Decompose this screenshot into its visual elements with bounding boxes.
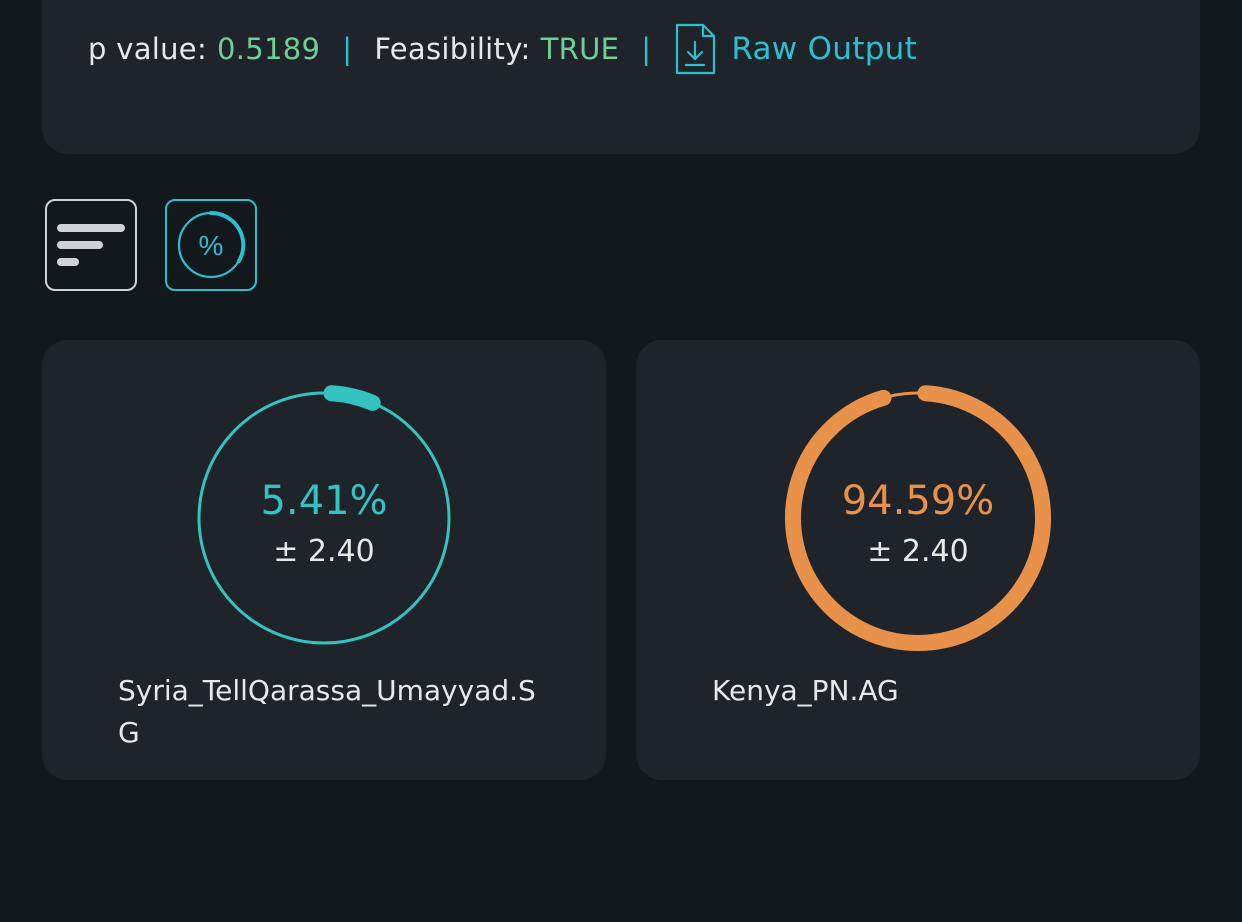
feasibility-value: TRUE — [540, 32, 620, 66]
percent-ring — [785, 385, 1051, 651]
ring-arc — [323, 385, 381, 411]
feasibility-label: Feasibility: — [374, 32, 531, 66]
percent-view-toggle[interactable]: % — [165, 199, 257, 291]
summary-panel — [42, 0, 1200, 154]
bars-icon — [57, 224, 125, 266]
uncertainty-value: ± 2.40 — [273, 534, 375, 569]
percent-value: 94.59% — [841, 478, 995, 524]
result-card: 5.41% ± 2.40 Syria_TellQarassa_Umayyad.S… — [42, 340, 606, 780]
file-download-icon — [676, 23, 716, 75]
percent-ring — [197, 385, 451, 645]
bar-view-toggle[interactable] — [45, 199, 137, 291]
p-value: 0.5189 — [217, 32, 321, 66]
population-label: Syria_TellQarassa_Umayyad.SG — [118, 674, 536, 749]
percent-ring-icon: % — [177, 210, 246, 279]
uncertainty-value: ± 2.40 — [867, 534, 969, 569]
separator: | — [641, 32, 652, 66]
stats-line: p value: 0.5189 | Feasibility: TRUE | Ra… — [88, 22, 917, 76]
separator: | — [342, 32, 353, 66]
ring-arc — [785, 385, 1051, 651]
result-card: 94.59% ± 2.40 Kenya_PN.AG — [636, 340, 1200, 780]
raw-output-link[interactable]: Raw Output — [673, 22, 917, 76]
p-value-label: p value: — [88, 32, 208, 66]
population-label: Kenya_PN.AG — [712, 674, 899, 707]
percent-value: 5.41% — [260, 478, 388, 524]
raw-output-label: Raw Output — [731, 31, 918, 67]
svg-text:%: % — [199, 230, 224, 261]
